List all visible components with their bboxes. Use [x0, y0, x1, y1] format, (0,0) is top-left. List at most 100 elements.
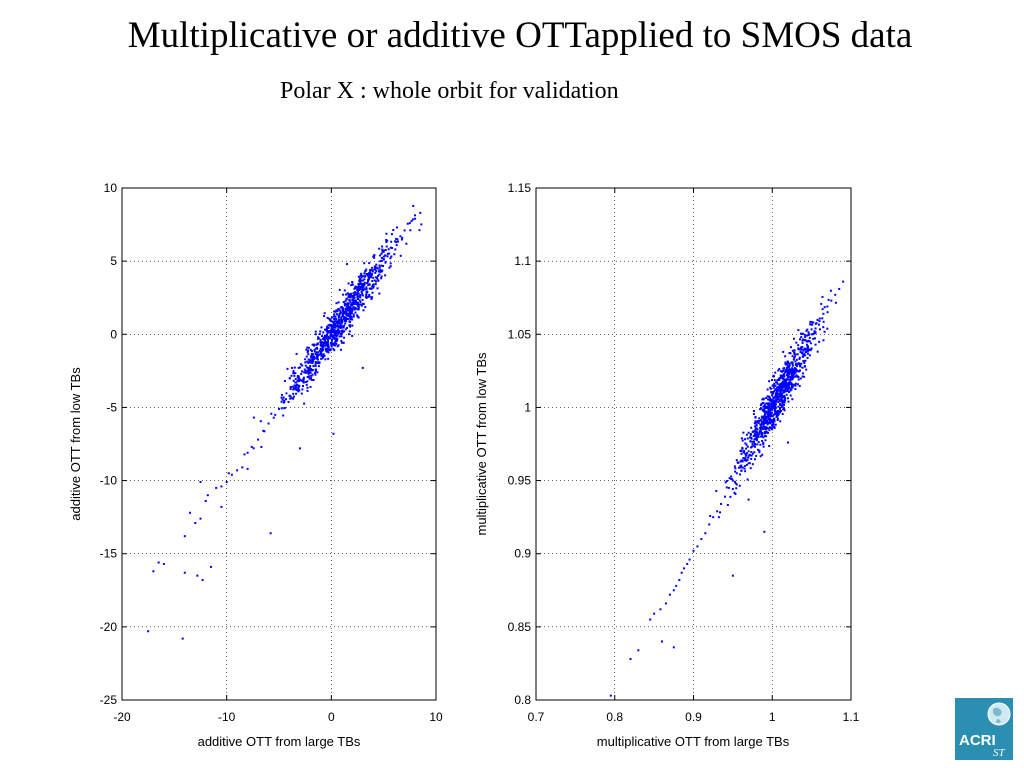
- data-point: [321, 356, 324, 359]
- data-point: [300, 392, 303, 395]
- data-point: [389, 257, 392, 260]
- data-point: [800, 346, 803, 349]
- data-point: [788, 362, 791, 365]
- data-point: [734, 482, 737, 485]
- data-point: [771, 424, 774, 427]
- data-point: [766, 388, 769, 391]
- data-point: [297, 379, 300, 382]
- data-point: [354, 311, 357, 314]
- data-point: [320, 355, 323, 358]
- data-point: [301, 384, 304, 387]
- data-point: [343, 304, 346, 307]
- data-point: [774, 384, 777, 387]
- data-point: [282, 414, 285, 417]
- data-point: [334, 334, 337, 337]
- data-point: [801, 351, 804, 354]
- data-point: [734, 480, 737, 483]
- data-point: [763, 419, 766, 422]
- data-point: [787, 378, 789, 381]
- data-point: [767, 427, 770, 430]
- data-point: [391, 246, 394, 249]
- data-point: [369, 275, 372, 278]
- data-point: [719, 511, 722, 514]
- data-point: [297, 389, 300, 392]
- x-tick-label: -20: [113, 710, 131, 724]
- data-point: [749, 434, 752, 437]
- data-point: [298, 366, 301, 369]
- data-point: [740, 459, 743, 462]
- data-point: [816, 350, 819, 353]
- data-point: [379, 270, 382, 273]
- data-point: [788, 373, 791, 376]
- data-point: [286, 367, 289, 370]
- data-point: [295, 352, 298, 355]
- data-point: [800, 362, 803, 365]
- data-point: [307, 346, 310, 349]
- data-point: [744, 457, 747, 460]
- data-point: [395, 226, 398, 229]
- data-point: [343, 318, 346, 321]
- data-point: [280, 393, 283, 396]
- data-point: [765, 426, 768, 429]
- data-point: [762, 443, 765, 446]
- data-point: [789, 394, 792, 397]
- data-point: [753, 438, 756, 441]
- data-point: [810, 347, 813, 350]
- data-point: [803, 347, 806, 350]
- data-point: [336, 334, 339, 337]
- data-point: [326, 316, 329, 319]
- data-point: [354, 285, 357, 288]
- plot-frame: [121, 187, 437, 701]
- data-point: [748, 462, 751, 465]
- slide-subtitle: Polar X : whole orbit for validation: [280, 78, 619, 104]
- data-point: [332, 324, 335, 327]
- data-point: [809, 320, 812, 323]
- data-point: [769, 426, 772, 429]
- data-point: [298, 378, 301, 381]
- data-point: [675, 584, 678, 587]
- data-point: [765, 417, 768, 420]
- data-point: [357, 292, 360, 295]
- data-point: [332, 432, 335, 435]
- data-point: [315, 356, 318, 359]
- data-point: [784, 361, 787, 364]
- data-point: [696, 545, 699, 548]
- data-point: [770, 418, 773, 421]
- data-point: [725, 479, 728, 482]
- data-point: [762, 425, 765, 428]
- data-point: [780, 409, 783, 412]
- data-point: [753, 451, 756, 454]
- data-point: [769, 386, 772, 389]
- data-point: [806, 347, 809, 350]
- data-point: [325, 334, 328, 337]
- data-point: [319, 330, 322, 333]
- data-point: [356, 303, 359, 306]
- data-point: [326, 325, 329, 328]
- data-point: [335, 339, 338, 342]
- data-point: [777, 369, 780, 372]
- data-point: [380, 277, 383, 280]
- data-point: [356, 315, 359, 318]
- data-point: [778, 378, 781, 381]
- data-point: [298, 380, 301, 383]
- data-point: [778, 376, 781, 379]
- data-point: [786, 390, 789, 393]
- data-point: [803, 365, 806, 368]
- data-point: [319, 341, 322, 344]
- data-point: [330, 341, 333, 344]
- data-point: [792, 358, 795, 361]
- y-tick-label: -25: [100, 693, 118, 707]
- data-point: [363, 278, 366, 281]
- data-point: [759, 408, 762, 411]
- data-point: [283, 406, 286, 409]
- data-point: [659, 608, 662, 611]
- data-point: [301, 388, 304, 391]
- data-point: [302, 379, 305, 382]
- data-point: [792, 337, 795, 340]
- data-point: [734, 492, 737, 495]
- data-point: [760, 435, 763, 438]
- data-point: [225, 481, 228, 484]
- data-point: [375, 263, 378, 266]
- data-point: [758, 449, 761, 452]
- data-point: [768, 420, 771, 423]
